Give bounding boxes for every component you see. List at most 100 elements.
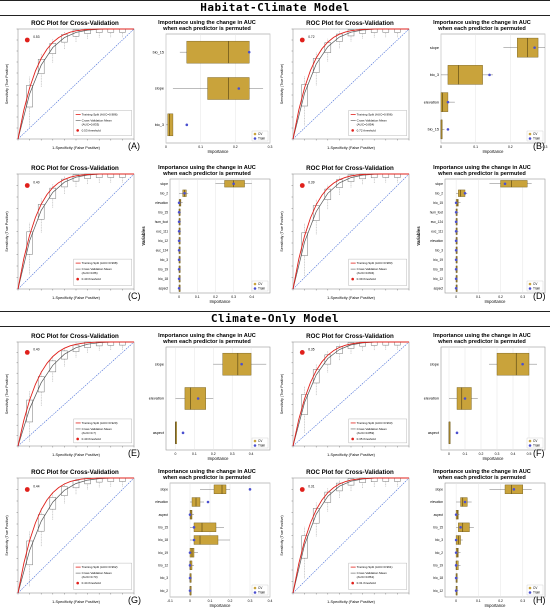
importance-train-point bbox=[463, 500, 467, 504]
importance-var-label: aspect bbox=[159, 286, 169, 290]
importance-xlabel: Importance bbox=[208, 456, 230, 461]
importance-box bbox=[186, 40, 250, 64]
climate-banner: Climate-Only Model bbox=[210, 312, 340, 325]
roc-box bbox=[359, 341, 366, 347]
roc-xlabel: 1-Specificity (False Positive) bbox=[52, 146, 100, 150]
roc-panel-H: ROC Plot for Cross-Validation 1-Specifici… bbox=[277, 466, 415, 609]
roc-ylabel: Sensitivity (True Positive) bbox=[5, 374, 9, 414]
roc-panel-B: ROC Plot for Cross-Validation 1-Specifici… bbox=[277, 17, 415, 155]
importance-var-label: bio_3 bbox=[435, 248, 443, 252]
importance-var-label: elevation bbox=[424, 100, 439, 104]
importance-var-label: slope bbox=[435, 182, 443, 186]
roc-legend-threshold: 0.39 threshold bbox=[357, 277, 376, 281]
importance-title-1: Importance using the change in AUC bbox=[158, 333, 256, 339]
importance-tick-label: 0.1 bbox=[463, 452, 468, 456]
roc-legend-train: Training Split (AUC=0.996) bbox=[357, 112, 393, 116]
roc-diagonal bbox=[17, 477, 135, 594]
roc-panel-C: ROC Plot for Cross-Validation 1-Specifici… bbox=[2, 162, 140, 305]
roc-ylabel: Sensitivity (True Positive) bbox=[5, 211, 9, 251]
roc-box bbox=[119, 173, 126, 178]
importance-train-point bbox=[454, 229, 458, 233]
importance-legend-cv: CV bbox=[258, 586, 263, 590]
roc-threshold-value: 0.53 bbox=[33, 35, 39, 39]
importance-legend-train-swatch bbox=[528, 444, 532, 447]
roc-panel-F: ROC Plot for Cross-Validation 1-Specifici… bbox=[277, 330, 415, 462]
importance-legend-train: Train bbox=[533, 287, 540, 291]
importance-tick-label: 0.3 bbox=[248, 599, 253, 603]
importance-tick-label: 0.3 bbox=[520, 599, 525, 603]
roc-legend-box bbox=[348, 418, 407, 444]
panel-letter-H: (H) bbox=[533, 595, 546, 605]
roc-legend-train: Training Split (AUC=0.998) bbox=[82, 261, 118, 265]
importance-tick-label: 0 bbox=[440, 145, 442, 149]
roc-xlabel: 1-Specificity (False Positive) bbox=[52, 600, 100, 604]
importance-tick-label: 0 bbox=[455, 295, 457, 299]
importance-box bbox=[458, 522, 470, 532]
roc-threshold-value: 0.31 bbox=[308, 485, 314, 489]
importance-legend-train: Train bbox=[533, 591, 540, 595]
roc-box bbox=[394, 477, 401, 482]
roc-box bbox=[107, 173, 115, 178]
importance-train-point bbox=[455, 431, 459, 435]
importance-tick-label: 0.4 bbox=[511, 452, 516, 456]
roc-threshold-point bbox=[24, 350, 30, 355]
roc-threshold-value: 0.40 bbox=[33, 181, 39, 185]
importance-train-point bbox=[454, 589, 458, 592]
importance-var-label: elevation bbox=[155, 201, 168, 205]
importance-train-point bbox=[454, 277, 458, 281]
importance-panel-B: Importance using the change in AUC when e… bbox=[415, 17, 549, 155]
importance-train-point bbox=[454, 239, 458, 243]
importance-var-label: elevation bbox=[430, 500, 443, 504]
importance-train-point bbox=[177, 286, 181, 290]
roc-box bbox=[336, 346, 343, 354]
importance-train-point bbox=[247, 50, 251, 54]
importance-title-1: Importance using the change in AUC bbox=[158, 165, 256, 171]
importance-var-label: bio_3 bbox=[430, 73, 439, 77]
roc-legend-train: Training Split (AUC=0.962) bbox=[82, 565, 118, 569]
roc-legend-threshold-swatch bbox=[76, 437, 79, 441]
roc-svg-F: ROC Plot for Cross-Validation 1-Specifici… bbox=[280, 333, 410, 457]
importance-box bbox=[500, 180, 528, 188]
importance-tick-label: 0.1 bbox=[476, 599, 481, 603]
roc-threshold-value: 0.35 bbox=[308, 347, 314, 351]
importance-var-label: slope bbox=[155, 87, 164, 91]
importance-xlabel: Importance bbox=[483, 456, 505, 461]
roc-box bbox=[382, 341, 390, 346]
climate-banner-line-bottom bbox=[0, 326, 550, 327]
importance-legend-box bbox=[251, 130, 269, 142]
importance-tick-label: 0.1 bbox=[476, 295, 481, 299]
importance-tick-label: 0.1 bbox=[192, 452, 197, 456]
importance-var-label: bio_18 bbox=[433, 576, 443, 580]
importance-title-1: Importance using the change in AUC bbox=[433, 469, 531, 475]
importance-legend-train-swatch bbox=[528, 591, 532, 594]
importance-title-2: when each predictor is permuted bbox=[162, 26, 251, 32]
roc-legend-box bbox=[73, 562, 132, 590]
roc-ylabel: Sensitivity (True Positive) bbox=[280, 64, 284, 104]
roc-box bbox=[347, 174, 355, 182]
roc-title: ROC Plot for Cross-Validation bbox=[306, 333, 394, 340]
importance-train-point bbox=[454, 564, 458, 567]
habitat-banner: Habitat-Climate Model bbox=[200, 1, 350, 14]
importance-box bbox=[193, 522, 217, 532]
roc-box bbox=[394, 28, 401, 33]
roc-legend-threshold: 0.53 threshold bbox=[82, 128, 101, 132]
roc-box bbox=[72, 480, 80, 489]
importance-train-point bbox=[237, 87, 241, 90]
roc-svg-E: ROC Plot for Cross-Validation 1-Specifici… bbox=[5, 333, 135, 457]
importance-train-point bbox=[188, 513, 192, 516]
importance-tick-label: 0.3 bbox=[231, 295, 236, 299]
importance-train-point bbox=[181, 431, 185, 435]
importance-legend-cv-swatch bbox=[528, 132, 532, 136]
importance-train-point bbox=[177, 229, 181, 233]
importance-plot-area bbox=[169, 178, 271, 294]
roc-legend-box bbox=[73, 258, 132, 286]
importance-train-point bbox=[177, 201, 181, 205]
roc-legend-cv: Cross Validation Mean bbox=[357, 427, 387, 431]
importance-var-label: bio_2 bbox=[160, 191, 168, 195]
importance-var-label: bio_2 bbox=[160, 589, 168, 593]
importance-train-point bbox=[446, 100, 450, 104]
importance-train-point bbox=[188, 551, 192, 554]
importance-tick-label: 0 bbox=[178, 295, 180, 299]
